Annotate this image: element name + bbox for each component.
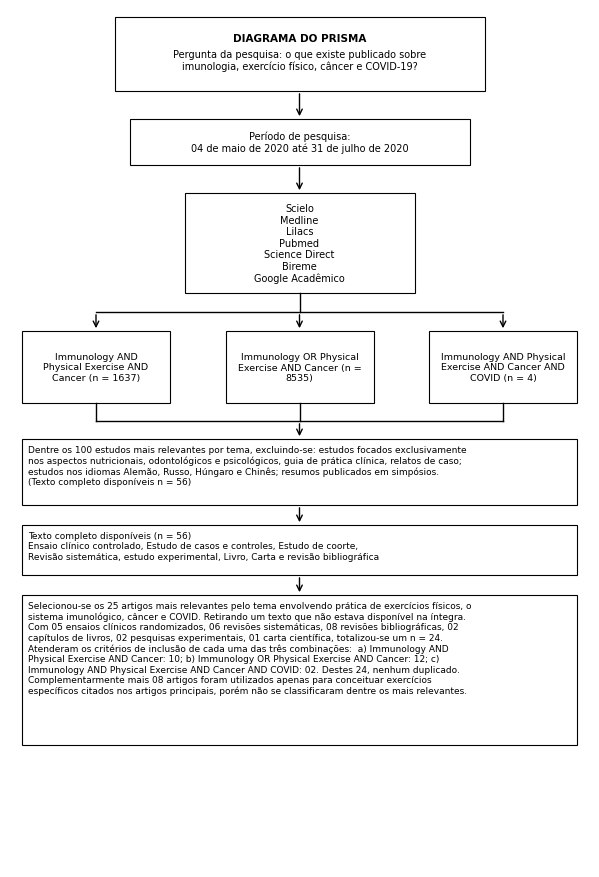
Bar xyxy=(429,332,577,403)
Bar xyxy=(129,120,470,166)
Text: Selecionou-se os 25 artigos mais relevantes pelo tema envolvendo prática de exer: Selecionou-se os 25 artigos mais relevan… xyxy=(28,602,471,695)
Text: Texto completo disponíveis (n = 56)
Ensaio clínico controlado, Estudo de casos e: Texto completo disponíveis (n = 56) Ensa… xyxy=(28,531,379,561)
Text: Dentre os 100 estudos mais relevantes por tema, excluindo-se: estudos focados ex: Dentre os 100 estudos mais relevantes po… xyxy=(28,446,467,487)
Text: Immunology AND
Physical Exercise AND
Cancer (n = 1637): Immunology AND Physical Exercise AND Can… xyxy=(44,353,149,382)
Bar xyxy=(22,595,577,745)
Text: DIAGRAMA DO PRISMA: DIAGRAMA DO PRISMA xyxy=(233,34,366,44)
Bar xyxy=(22,439,577,505)
Bar xyxy=(22,525,577,575)
Text: Immunology AND Physical
Exercise AND Cancer AND
COVID (n = 4): Immunology AND Physical Exercise AND Can… xyxy=(441,353,565,382)
Text: Immunology OR Physical
Exercise AND Cancer (n =
8535): Immunology OR Physical Exercise AND Canc… xyxy=(238,353,361,382)
Bar xyxy=(225,332,374,403)
Bar xyxy=(22,332,170,403)
Text: Scielo
Medline
Lilacs
Pubmed
Science Direct
Bireme
Google Acadêmico: Scielo Medline Lilacs Pubmed Science Dir… xyxy=(254,203,345,284)
Bar xyxy=(184,194,415,294)
Text: Pergunta da pesquisa: o que existe publicado sobre
imunologia, exercício físico,: Pergunta da pesquisa: o que existe publi… xyxy=(173,50,426,72)
Text: Período de pesquisa:
04 de maio de 2020 até 31 de julho de 2020: Período de pesquisa: 04 de maio de 2020 … xyxy=(190,132,409,154)
Bar xyxy=(114,18,485,92)
